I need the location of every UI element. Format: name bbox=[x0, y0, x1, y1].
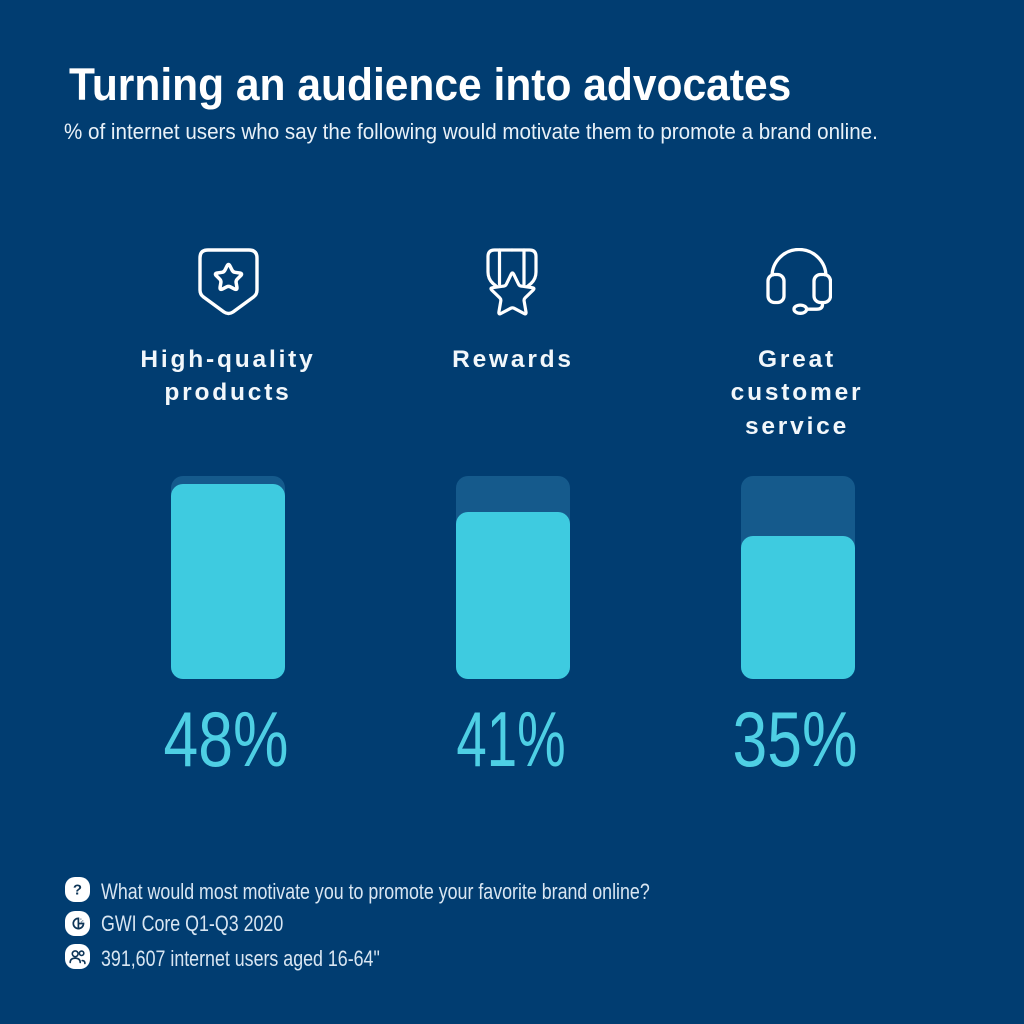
svg-text:?: ? bbox=[73, 882, 82, 899]
